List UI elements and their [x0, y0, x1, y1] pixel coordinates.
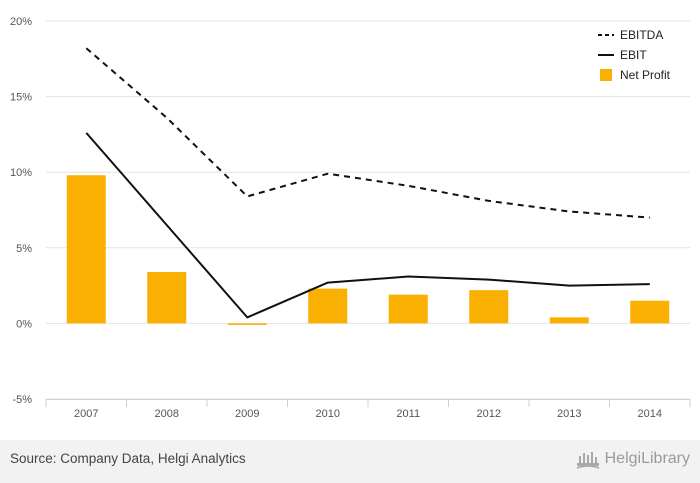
legend-swatch-net-profit — [600, 69, 612, 81]
y-axis-ticks: 20% 15% 10% 5% 0% -5% — [10, 16, 32, 406]
x-axis: 2007 2008 2009 2010 2011 2012 2013 2014 — [45, 399, 691, 420]
helgi-library-logo-icon — [576, 452, 599, 469]
y-tick-label: 0% — [16, 318, 32, 330]
net-profit-bar — [630, 300, 670, 324]
line-series — [85, 47, 650, 319]
legend-label-net-profit[interactable]: Net Profit — [620, 68, 671, 82]
x-tick-label: 2008 — [155, 408, 179, 420]
legend-label-ebitda[interactable]: EBITDA — [620, 28, 663, 42]
ebitda-line — [85, 47, 650, 219]
x-tick-label: 2013 — [557, 408, 581, 420]
x-tick-label: 2009 — [235, 408, 259, 420]
brand[interactable]: HelgiLibrary — [575, 448, 690, 470]
x-tick-label: 2007 — [74, 408, 98, 420]
x-tick-label: 2014 — [638, 408, 662, 420]
x-tick-label: 2012 — [477, 408, 501, 420]
legend-label-ebit[interactable]: EBIT — [620, 48, 647, 62]
x-tick-label: 2011 — [396, 408, 420, 420]
net-profit-bar — [469, 290, 509, 324]
legend: EBITDA EBIT Net Profit — [598, 28, 671, 82]
x-tick-label: 2010 — [316, 408, 340, 420]
net-profit-bar — [549, 317, 589, 324]
net-profit-bar — [227, 323, 267, 325]
net-profit-bar — [147, 271, 187, 324]
y-tick-label: 10% — [10, 167, 32, 179]
y-tick-label: -5% — [12, 394, 32, 406]
net-profit-bar — [66, 175, 106, 324]
ebit-line — [85, 132, 650, 319]
source-note: Source: Company Data, Helgi Analytics — [10, 451, 246, 466]
net-profit-bar — [388, 294, 428, 324]
net-profit-bar — [308, 288, 348, 324]
y-tick-label: 15% — [10, 92, 32, 104]
net-profit-bars — [66, 175, 670, 325]
y-tick-label: 20% — [10, 16, 32, 28]
grid-lines — [46, 20, 690, 400]
y-tick-label: 5% — [16, 243, 32, 255]
brand-name: HelgiLibrary — [604, 450, 690, 467]
footer: Source: Company Data, Helgi Analytics He… — [0, 440, 700, 483]
chart: 20% 15% 10% 5% 0% -5% 2007 2008 2009 2010 2011 201… — [10, 16, 691, 420]
